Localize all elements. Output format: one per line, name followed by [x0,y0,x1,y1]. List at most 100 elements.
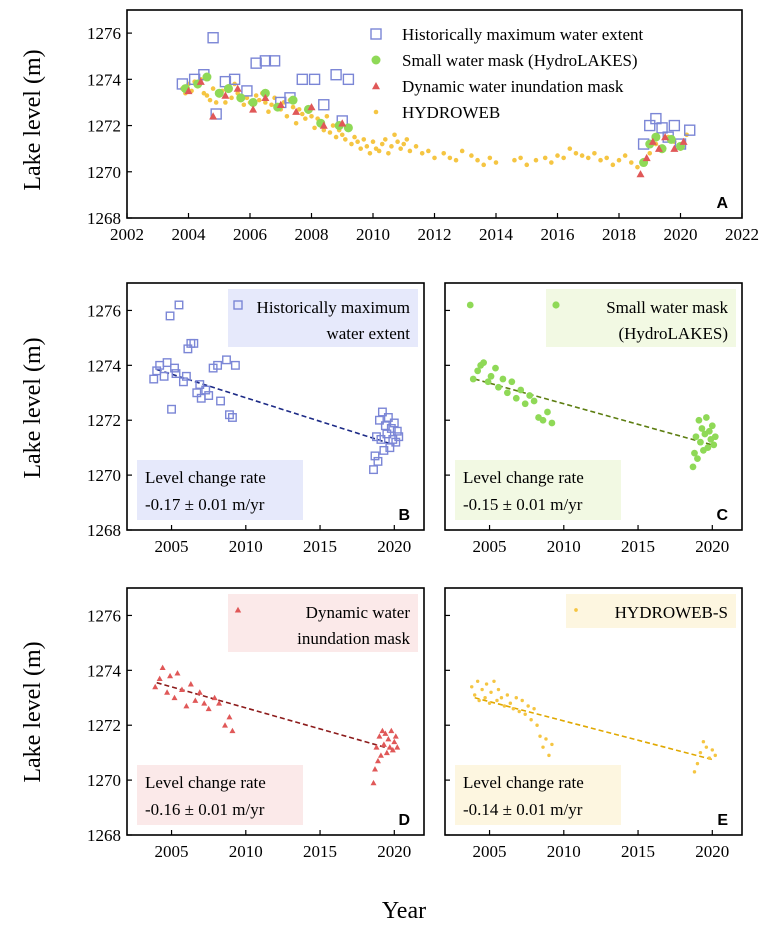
data-point [392,733,399,739]
x-tick-label: 2020 [695,537,729,556]
data-point [307,103,316,111]
data-point [383,749,390,756]
data-point [487,372,495,380]
data-point [404,137,410,142]
x-axis-title: Year [382,898,426,924]
data-point [296,107,302,112]
data-point [269,102,274,108]
data-point [388,434,398,444]
data-point [697,438,704,446]
data-point [318,99,330,111]
data-point [656,122,668,134]
data-point [518,155,523,161]
data-point [377,752,384,758]
data-point [380,741,387,747]
legend-marker [373,109,379,115]
data-point [312,125,317,131]
data-point [548,419,556,427]
x-tick-label: 2015 [303,842,337,861]
data-point [704,444,712,452]
data-point [343,123,353,133]
y-axis-title: Lake level (m) [20,337,46,478]
data-point [202,72,212,82]
x-tick-label: 2005 [473,537,507,556]
data-point [598,157,603,163]
data-point [263,100,268,105]
trend-line [474,378,713,446]
data-point [391,437,401,447]
data-point [629,160,634,165]
data-point [358,146,364,151]
data-point [377,407,387,417]
data-point [469,153,474,158]
data-point [487,155,493,161]
data-point [152,366,162,376]
data-point [650,112,662,125]
data-point [204,391,214,400]
data-point [192,697,199,703]
data-point [622,153,628,158]
data-point [472,693,477,697]
data-point [487,701,492,705]
legend-marker [574,608,578,612]
data-point [343,137,348,142]
data-point [689,463,697,471]
data-point [373,744,380,750]
data-point [567,146,573,151]
data-point [635,164,640,170]
legend-label: inundation mask [297,629,410,648]
data-point [520,698,524,703]
data-point [523,712,527,716]
data-point [183,703,190,709]
data-point [178,377,188,387]
data-point [499,375,507,383]
data-point [395,139,400,145]
data-point [654,144,663,152]
rate-title: Level change rate [463,773,584,792]
data-point [535,723,539,727]
legend-label: (HydroLAKES) [618,324,728,343]
legend-label: Dynamic water [306,603,411,622]
data-point [370,139,376,145]
x-tick-label: 2014 [479,225,514,244]
data-point [196,77,205,85]
data-point [492,364,499,372]
data-point [561,155,566,161]
data-point [385,735,392,742]
data-point [508,701,513,705]
legend-box [228,289,418,347]
data-point [184,86,193,95]
data-point [290,104,296,110]
x-tick-label: 2005 [473,842,507,861]
data-point [364,144,370,149]
data-point [223,100,228,105]
data-point [668,119,681,132]
data-point [229,727,236,734]
data-point [480,359,487,366]
data-point [309,114,314,119]
data-point [419,150,425,156]
data-point [333,134,339,140]
rate-box [455,765,621,825]
series-points [149,300,404,475]
data-point [539,416,547,424]
rate-title: Level change rate [463,468,584,487]
data-point [710,748,715,752]
x-tick-label: 2002 [110,225,144,244]
panel-d: 1268 1270 1272 1274 1276 2005 2010 2015 2020 Dyna… [87,587,425,861]
data-point [372,432,381,442]
data-point [244,95,250,101]
data-point [167,672,174,679]
y-tick-label: 1276 [87,301,121,320]
data-point [174,300,184,310]
data-point [391,738,398,745]
data-point [352,134,357,140]
data-point [441,150,447,156]
data-point [321,127,327,133]
data-point [383,413,393,422]
data-point [375,415,384,425]
data-point [691,449,698,457]
data-point [376,733,383,739]
data-point [499,696,504,700]
x-tick-label: 2005 [155,537,189,556]
